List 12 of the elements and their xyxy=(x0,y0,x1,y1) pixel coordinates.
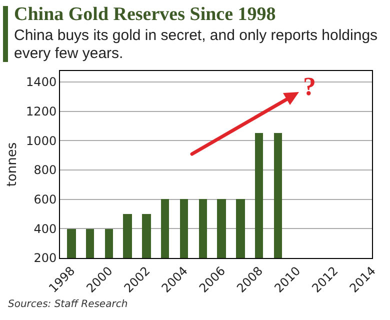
y-tick-label: 600 xyxy=(34,192,57,207)
y-tick-label: 1000 xyxy=(26,134,57,148)
chart-title: China Gold Reserves Since 1998 xyxy=(14,4,276,26)
annotation: ? xyxy=(303,72,316,102)
y-tick-label: 1200 xyxy=(26,104,57,119)
y-axis-title: tonnes xyxy=(5,142,20,187)
y-tick-label: 200 xyxy=(34,251,57,266)
source-note: Sources: Staff Research xyxy=(8,299,128,310)
y-tick-label: 400 xyxy=(34,222,57,236)
y-tick-label: 800 xyxy=(34,163,57,178)
y-tick-label: 1400 xyxy=(26,75,57,90)
chart-subtitle: China buys its gold in secret, and only reports holdings every few years. xyxy=(14,27,379,63)
